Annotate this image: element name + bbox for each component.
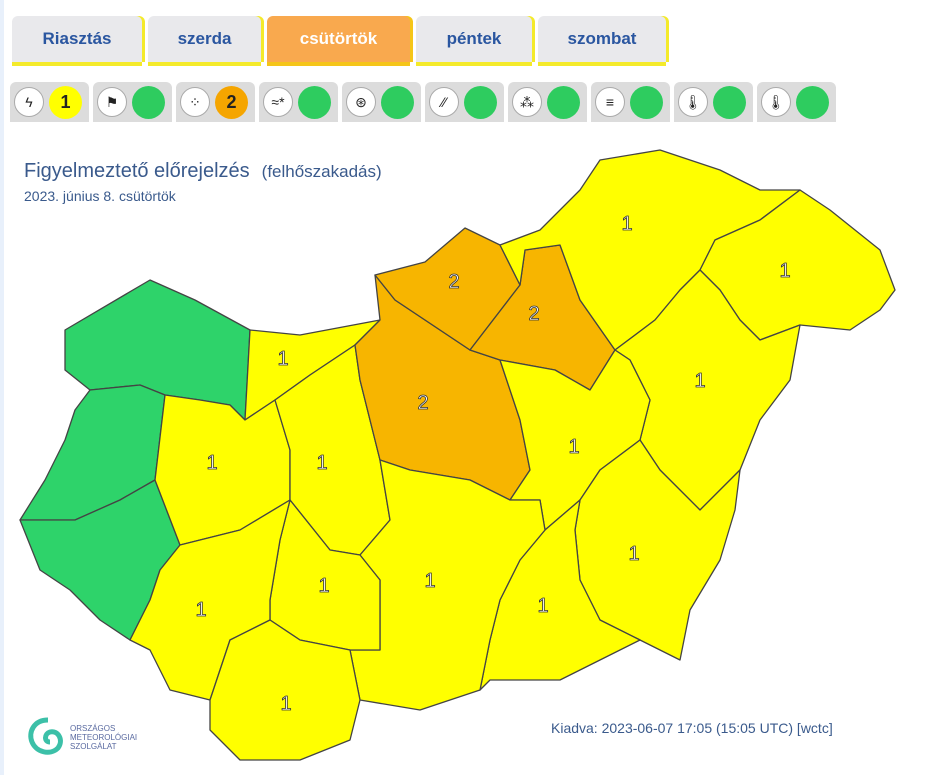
snow-drift-icon: ≈* — [263, 87, 293, 117]
hazard-level: 2 — [215, 85, 248, 119]
hazard-level — [298, 85, 331, 119]
logo-line: METEOROLÓGIAI — [70, 732, 138, 742]
hazard-level — [630, 85, 663, 119]
hazard-button[interactable]: ⁘ 2 — [176, 82, 255, 122]
hazard-button[interactable]: ≡ — [591, 82, 670, 122]
cloudburst-icon: ⁘ — [180, 87, 210, 117]
county-level-label: 2 — [417, 392, 428, 414]
tab-pentek[interactable]: péntek — [416, 16, 532, 62]
fog-icon: ≡ — [595, 87, 625, 117]
hazard-subtitle: (felhőszakadás) — [261, 162, 382, 181]
heat-icon: 🌡 — [761, 87, 791, 117]
hazard-selector: ϟ 1 ⚑ ⁘ 2 ≈* ⊛ ⁄⁄ ⁂ ≡ 🌡 🌡 — [10, 82, 836, 122]
hazard-button[interactable]: 🌡 — [674, 82, 753, 122]
windsock-icon: ⚑ — [97, 87, 127, 117]
hazard-level — [796, 85, 829, 119]
tab-szombat[interactable]: szombat — [538, 16, 666, 62]
hazard-button[interactable]: ⁂ — [508, 82, 587, 122]
heavy-snow-icon: ⁂ — [512, 87, 542, 117]
freezing-rain-icon: ⁄⁄ — [429, 87, 459, 117]
hazard-button[interactable]: 🌡 — [757, 82, 836, 122]
county-level-label: 1 — [195, 599, 206, 621]
county-level-label: 1 — [537, 595, 548, 617]
county-level-label: 1 — [628, 543, 639, 565]
hazard-button[interactable]: ⊛ — [342, 82, 421, 122]
tab-szerda[interactable]: szerda — [148, 16, 261, 62]
cold-icon: 🌡 — [678, 87, 708, 117]
county-level-label: 1 — [316, 452, 327, 474]
county-level-label: 1 — [277, 348, 288, 370]
hazard-level — [381, 85, 414, 119]
page-title: Figyelmeztető előrejelzés (felhőszakadás) — [24, 160, 382, 183]
left-border — [0, 0, 4, 775]
logo-line: ORSZÁGOS — [70, 723, 116, 733]
county-level-label: 1 — [568, 436, 579, 458]
county-level-label: 1 — [779, 260, 790, 282]
snow-icon: ⊛ — [346, 87, 376, 117]
omsz-logo: ORSZÁGOS METEOROLÓGIAI SZOLGÁLAT — [26, 716, 137, 758]
county-level-label: 1 — [621, 213, 632, 235]
county-level-label: 1 — [424, 570, 435, 592]
county-level-label: 2 — [528, 303, 539, 325]
issued-timestamp: Kiadva: 2023-06-07 17:05 (15:05 UTC) [wc… — [551, 720, 833, 736]
county-level-label: 1 — [280, 693, 291, 715]
title-text: Figyelmeztető előrejelzés — [24, 160, 250, 182]
county-level-label: 1 — [206, 452, 217, 474]
hazard-level — [547, 85, 580, 119]
day-tabs: Riasztás szerda csütörtök péntek szombat — [12, 16, 666, 62]
county-level-label: 1 — [694, 370, 705, 392]
tab-csutortok[interactable]: csütörtök — [267, 16, 410, 62]
tab-riasztas[interactable]: Riasztás — [12, 16, 142, 62]
forecast-date: 2023. június 8. csütörtök — [24, 188, 176, 204]
county-level-label: 2 — [448, 271, 459, 293]
hazard-button[interactable]: ⚑ — [93, 82, 172, 122]
logo-line: SZOLGÁLAT — [70, 741, 117, 751]
hazard-level — [713, 85, 746, 119]
lightning-icon: ϟ — [14, 87, 44, 117]
county-baranya[interactable] — [209, 619, 361, 761]
hazard-level — [464, 85, 497, 119]
hazard-button[interactable]: ⁄⁄ — [425, 82, 504, 122]
hazard-level: 1 — [49, 85, 82, 119]
hazard-button[interactable]: ≈* — [259, 82, 338, 122]
county-level-label: 1 — [318, 575, 329, 597]
logo-swirl-icon — [28, 717, 63, 755]
hazard-level — [132, 85, 165, 119]
